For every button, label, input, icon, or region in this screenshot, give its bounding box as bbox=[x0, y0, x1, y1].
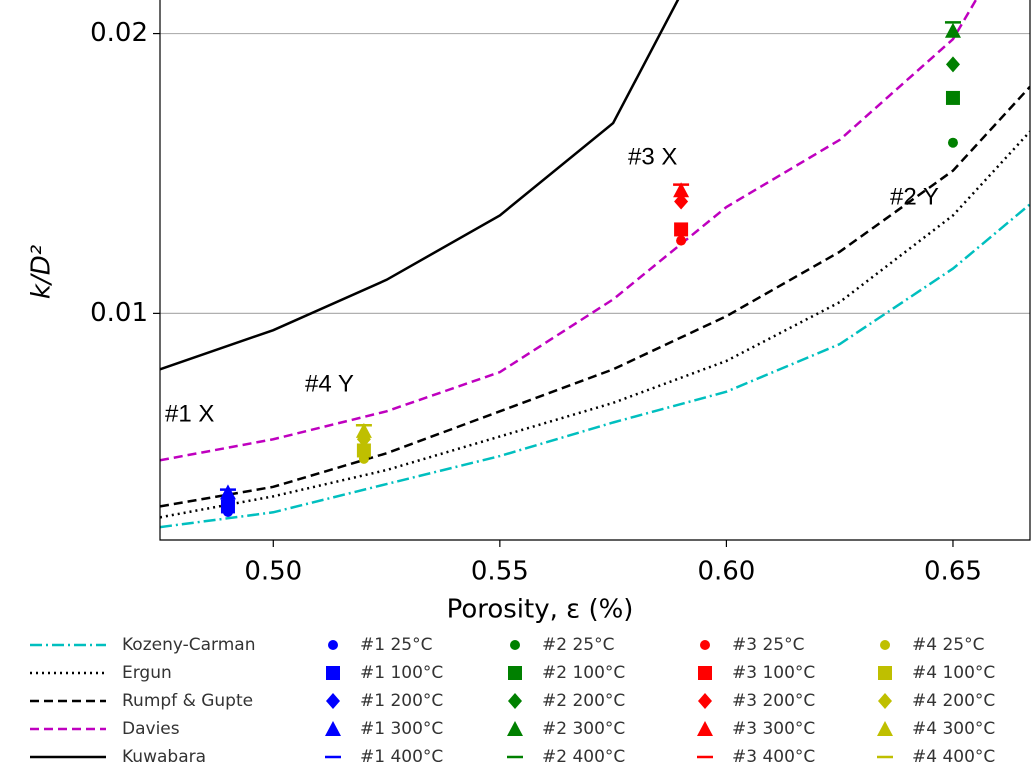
data-point bbox=[944, 22, 961, 38]
legend-label: #2 25°C bbox=[542, 635, 614, 655]
x-axis-label: Porosity, ε (%) bbox=[447, 595, 634, 625]
legend-label: #3 400°C bbox=[732, 747, 815, 767]
legend-label: #3 25°C bbox=[732, 635, 804, 655]
curve bbox=[160, 130, 1030, 519]
x-tick-label: 0.65 bbox=[924, 557, 982, 587]
legend-swatch bbox=[508, 693, 522, 709]
curve bbox=[160, 85, 1030, 508]
legend-swatch bbox=[508, 666, 522, 680]
legend-label: #1 200°C bbox=[360, 691, 443, 711]
legend-label: #2 100°C bbox=[542, 663, 625, 683]
legend-label: #1 400°C bbox=[360, 747, 443, 767]
curve bbox=[160, 203, 1030, 529]
data-point bbox=[219, 484, 236, 500]
legend-swatch bbox=[328, 640, 338, 650]
legend-label: Kuwabara bbox=[122, 747, 206, 767]
annotation: #1 X bbox=[165, 400, 214, 427]
legend-label: #2 300°C bbox=[542, 719, 625, 739]
legend-swatch bbox=[880, 640, 890, 650]
x-tick-label: 0.50 bbox=[244, 557, 302, 587]
legend-label: #2 400°C bbox=[542, 747, 625, 767]
data-point bbox=[673, 182, 690, 198]
data-point bbox=[355, 422, 372, 438]
legend-label: #4 25°C bbox=[912, 635, 984, 655]
curve bbox=[160, 0, 680, 371]
data-point bbox=[945, 56, 960, 73]
data-point bbox=[674, 193, 689, 210]
legend-label: Rumpf & Gupte bbox=[122, 691, 253, 711]
data-point bbox=[356, 443, 371, 458]
legend-label: Kozeny-Carman bbox=[122, 635, 256, 655]
legend-label: #3 300°C bbox=[732, 719, 815, 739]
legend-swatch bbox=[325, 721, 341, 736]
legend-label: #3 200°C bbox=[732, 691, 815, 711]
legend-label: #4 300°C bbox=[912, 719, 995, 739]
axis-frame bbox=[159, 0, 1031, 541]
legend-label: #3 100°C bbox=[732, 663, 815, 683]
legend-swatch bbox=[878, 693, 892, 709]
legend-swatch bbox=[698, 666, 712, 680]
annotation: #4 Y bbox=[305, 370, 354, 397]
legend-swatch bbox=[510, 640, 520, 650]
legend-label: #4 200°C bbox=[912, 691, 995, 711]
legend-swatch bbox=[697, 721, 713, 736]
data-point bbox=[674, 222, 689, 237]
legend-swatch bbox=[877, 721, 893, 736]
legend-label: #1 25°C bbox=[360, 635, 432, 655]
legend-label: #4 400°C bbox=[912, 747, 995, 767]
legend-label: #4 100°C bbox=[912, 663, 995, 683]
y-tick-label: 0.02 bbox=[90, 18, 148, 48]
annotation: #2 Y bbox=[890, 183, 939, 210]
legend-swatch bbox=[700, 640, 710, 650]
legend-swatch bbox=[326, 693, 340, 709]
legend-swatch bbox=[326, 666, 340, 680]
annotation: #3 X bbox=[628, 143, 677, 170]
y-axis-label: k/D² bbox=[27, 245, 57, 299]
legend-label: Davies bbox=[122, 719, 180, 739]
data-point bbox=[676, 235, 687, 246]
plot-area bbox=[160, 0, 1030, 529]
legend-swatch bbox=[698, 693, 712, 709]
data-point bbox=[947, 137, 958, 148]
legend-label: #1 100°C bbox=[360, 663, 443, 683]
legend-label: #2 200°C bbox=[542, 691, 625, 711]
y-tick-label: 0.01 bbox=[90, 298, 148, 328]
legend-swatch bbox=[507, 721, 523, 736]
legend-label: Ergun bbox=[122, 663, 172, 683]
x-tick-label: 0.60 bbox=[697, 557, 755, 587]
data-point bbox=[945, 90, 960, 105]
curve bbox=[160, 0, 978, 462]
legend-swatch bbox=[878, 666, 892, 680]
x-tick-label: 0.55 bbox=[471, 557, 529, 587]
legend-label: #1 300°C bbox=[360, 719, 443, 739]
